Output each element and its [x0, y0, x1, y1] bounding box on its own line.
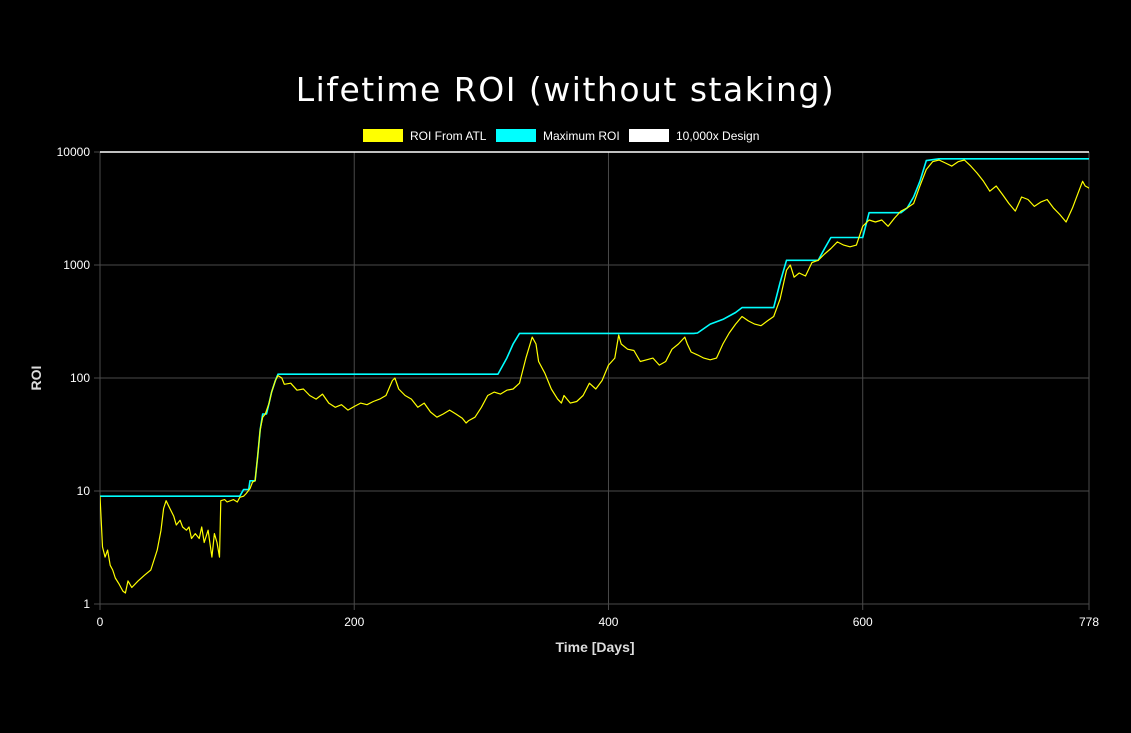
y-tick-label-100: 100	[70, 371, 90, 385]
series-line-roi-from-atl	[100, 159, 1089, 594]
legend-label-roi-from-atl: ROI From ATL	[410, 129, 487, 143]
tick-labels: 1 10 100 1000 10000 0 200 400 600 778	[57, 145, 1100, 629]
x-tick-label-200: 200	[344, 615, 364, 629]
y-tick-label-1000: 1000	[63, 258, 90, 272]
legend-item-10-000x-design[interactable]: 10,000x Design	[629, 129, 759, 143]
x-tick-label-0: 0	[97, 615, 104, 629]
grid-lines	[94, 151, 1090, 610]
series-lines	[100, 151, 1089, 594]
legend-label-maximum-roi: Maximum ROI	[543, 129, 620, 143]
x-tick-label-600: 600	[853, 615, 873, 629]
legend-swatch-maximum-roi	[496, 129, 536, 142]
x-tick-label-400: 400	[598, 615, 618, 629]
series-line-maximum-roi	[100, 158, 1089, 497]
y-tick-label-1: 1	[83, 597, 90, 611]
legend[interactable]: ROI From ATL Maximum ROI 10,000x Design	[363, 129, 759, 143]
legend-swatch-10-000x-design	[629, 129, 669, 142]
legend-item-roi-from-atl[interactable]: ROI From ATL	[363, 129, 487, 143]
y-tick-label-10: 10	[77, 484, 91, 498]
x-tick-label-778: 778	[1079, 615, 1099, 629]
legend-item-maximum-roi[interactable]: Maximum ROI	[496, 129, 620, 143]
x-axis-title: Time [Days]	[555, 639, 634, 655]
legend-label-10-000x-design: 10,000x Design	[676, 129, 759, 143]
y-axis-title: ROI	[28, 366, 44, 391]
chart-title: Lifetime ROI (without staking)	[295, 70, 836, 109]
legend-swatch-roi-from-atl	[363, 129, 403, 142]
y-tick-label-10000: 10000	[57, 145, 91, 159]
